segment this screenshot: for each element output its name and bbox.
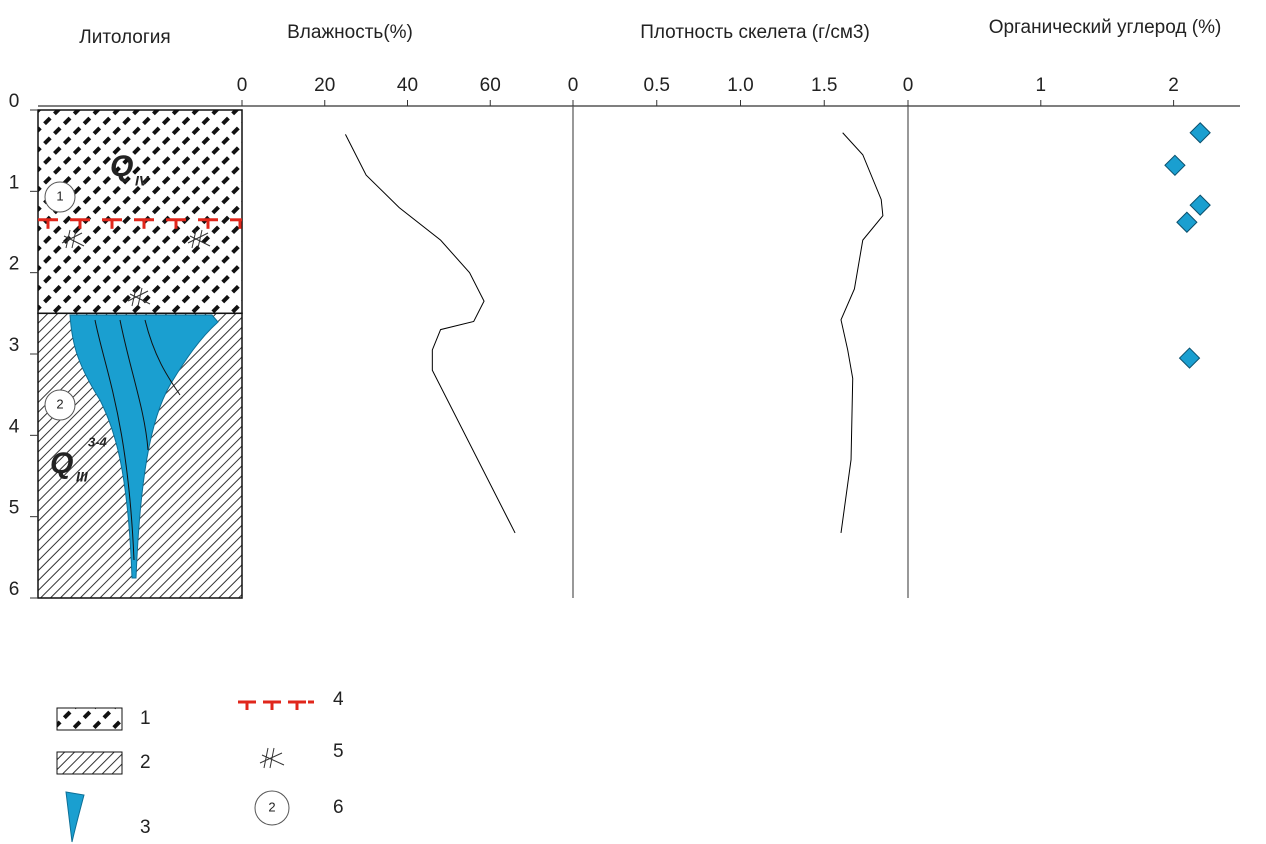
legend-label: 3 [140, 817, 151, 838]
legend-label: 4 [333, 689, 344, 710]
legend-label: 1 [140, 708, 151, 729]
data-point [1190, 123, 1210, 143]
y-tick-label: 4 [9, 416, 20, 437]
lithology-layer [38, 110, 242, 313]
unit-symbol: Q [50, 447, 73, 480]
x-tick-label: 0 [903, 75, 914, 96]
legend-label: 5 [333, 741, 344, 762]
legend-crack [260, 748, 284, 768]
lithology-title: Литология [79, 27, 170, 48]
unit-subscript: III [76, 469, 89, 485]
profile-line [345, 134, 515, 533]
marker-label: 1 [56, 188, 63, 203]
y-tick-label: 5 [9, 498, 20, 519]
unit-subscript: IV [135, 173, 150, 189]
legend-label: 6 [333, 797, 344, 818]
legend-wedge [66, 792, 84, 842]
data-point [1190, 195, 1210, 215]
legend-label: 2 [140, 752, 151, 773]
chart-title: Плотность скелета (г/см3) [640, 22, 870, 43]
unit-symbol: Q [110, 150, 133, 183]
x-tick-label: 2 [1168, 75, 1179, 96]
x-tick-label: 60 [480, 75, 501, 96]
profile-line [841, 133, 883, 533]
chart-title: Органический углерод (%) [989, 17, 1222, 38]
unit-superscript: 3-4 [88, 434, 108, 449]
data-point [1177, 212, 1197, 232]
x-tick-label: 0 [237, 75, 248, 96]
y-tick-label: 2 [9, 254, 20, 275]
x-tick-label: 1.5 [811, 75, 837, 96]
y-tick-label: 6 [9, 579, 20, 600]
legend-marker: 2 [268, 799, 275, 814]
legend-swatch [57, 708, 122, 730]
x-tick-label: 40 [397, 75, 418, 96]
figure: Литология 1 2 Q IV Q III 3-4 1 2 3 4 5 2… [0, 0, 1266, 844]
legend-frost-line [238, 702, 314, 710]
x-tick-label: 0.5 [644, 75, 670, 96]
y-tick-label: 0 [9, 91, 20, 112]
x-tick-label: 0 [568, 75, 579, 96]
marker-label: 2 [56, 396, 63, 411]
x-tick-label: 1.0 [727, 75, 753, 96]
x-tick-label: 20 [314, 75, 335, 96]
data-point [1165, 155, 1185, 175]
y-tick-label: 3 [9, 335, 20, 356]
legend-swatch [57, 752, 122, 774]
chart-title: Влажность(%) [287, 22, 413, 43]
y-tick-label: 1 [9, 172, 20, 193]
x-tick-label: 1 [1036, 75, 1047, 96]
data-point [1180, 348, 1200, 368]
